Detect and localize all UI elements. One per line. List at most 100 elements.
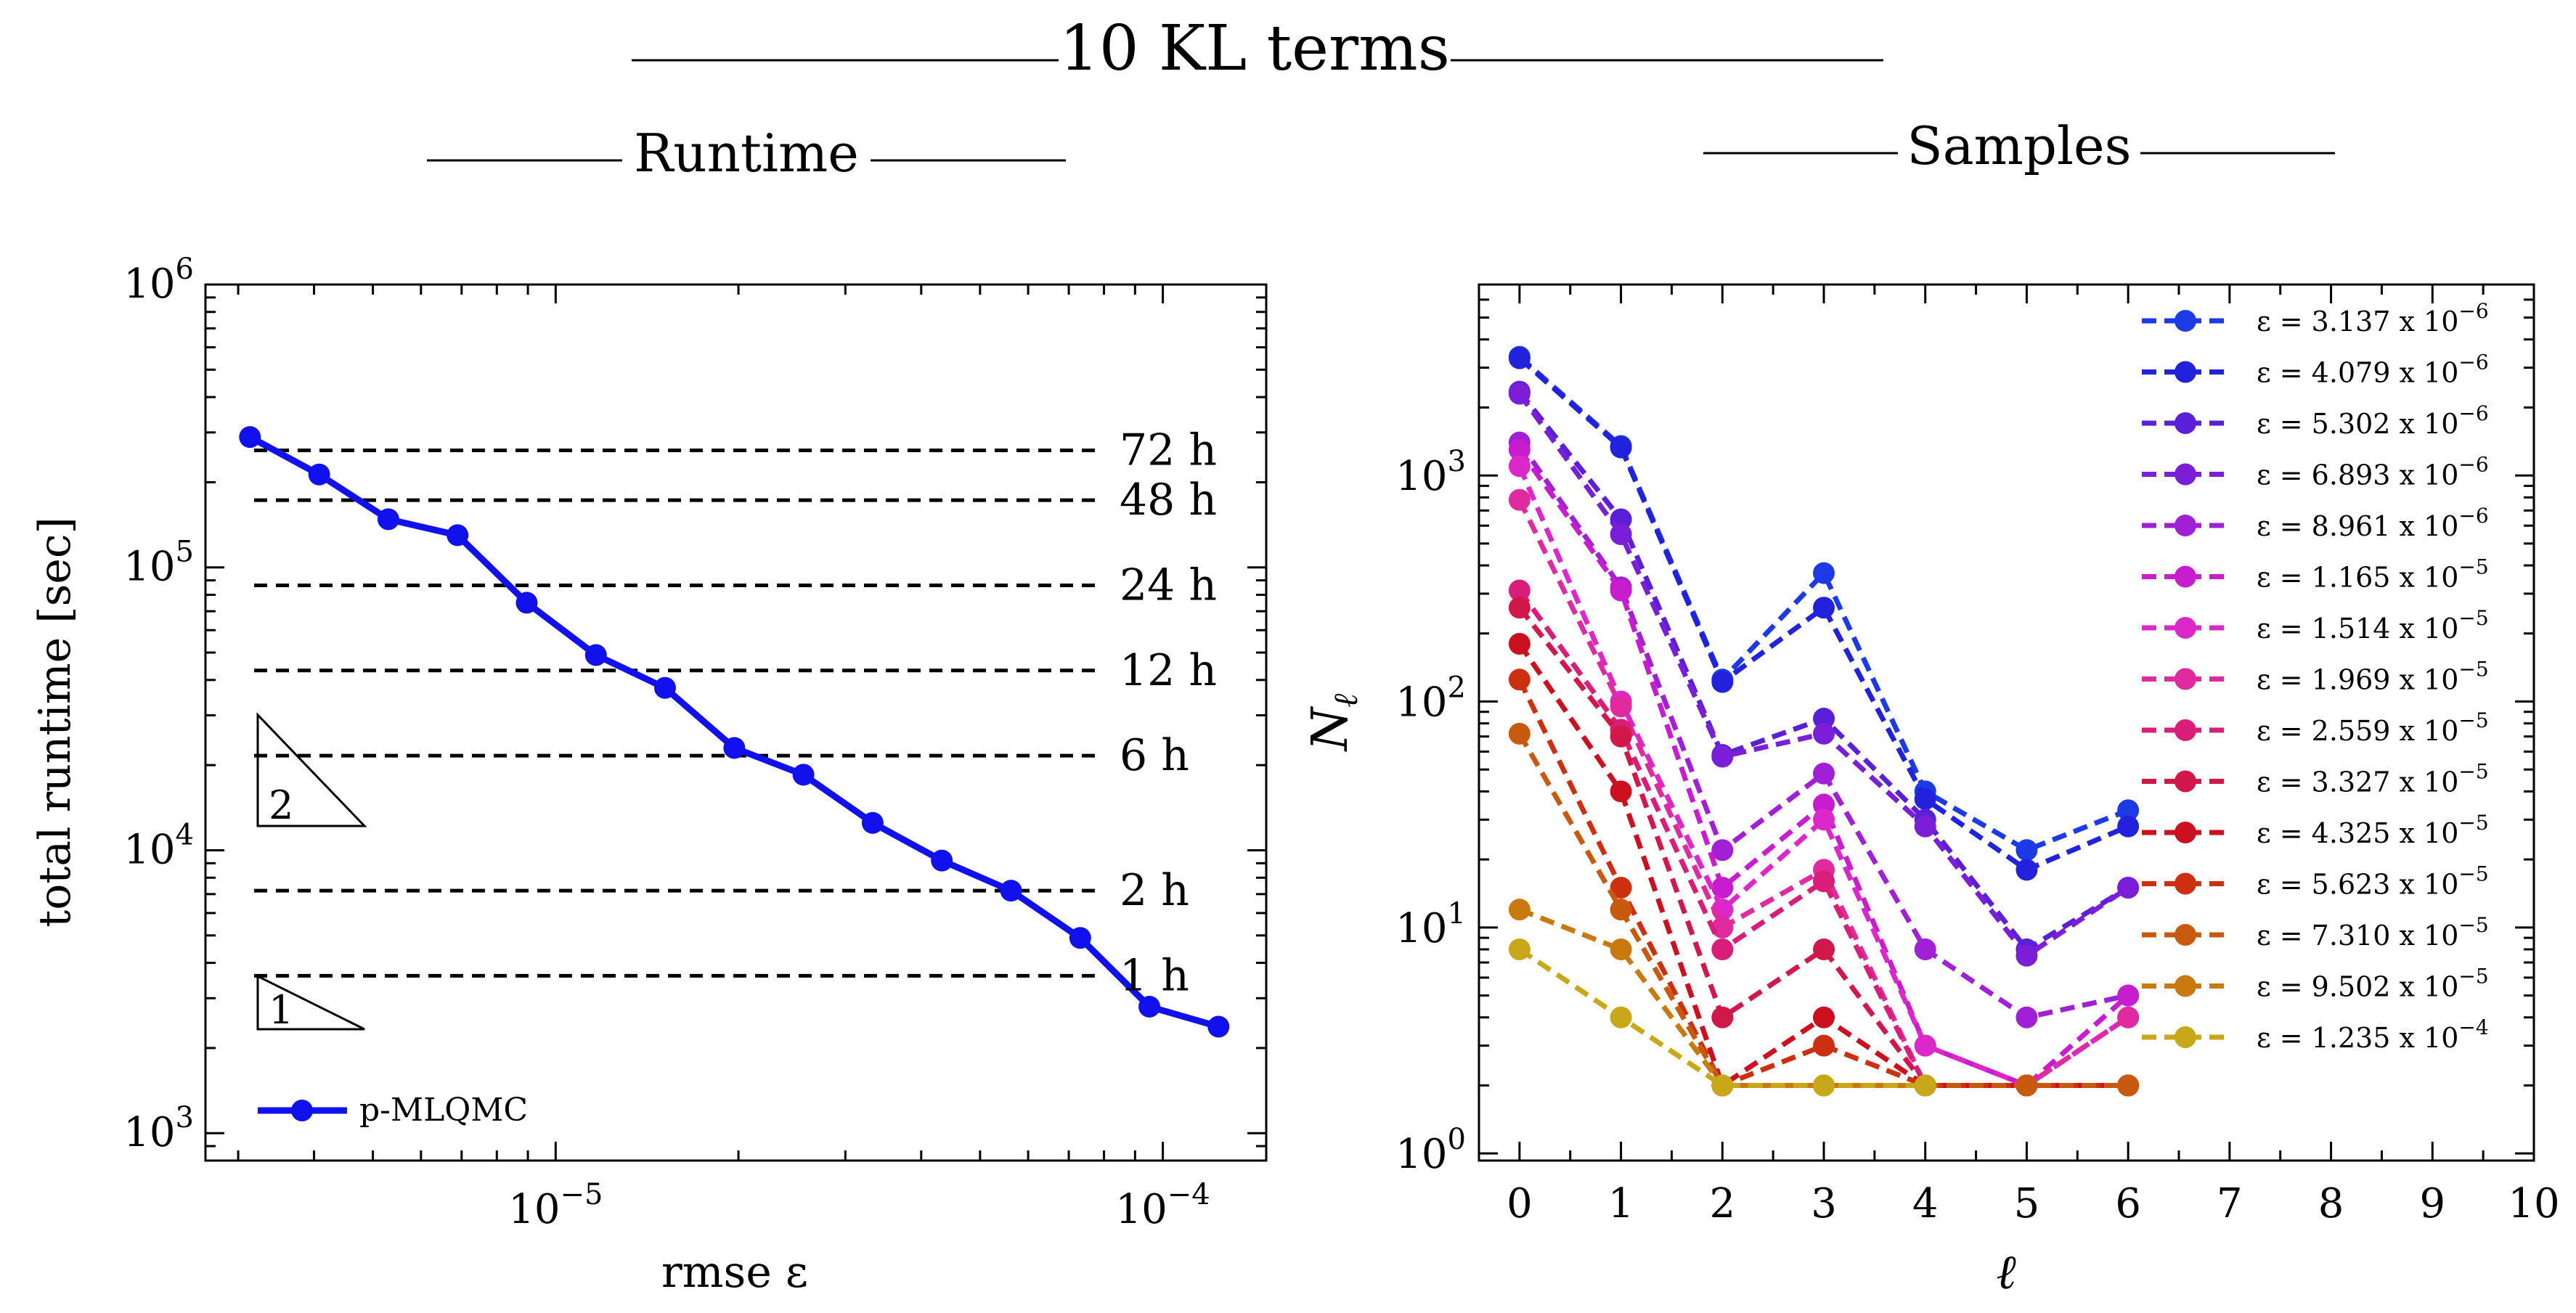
figure-title: 10 KL terms [1059, 12, 1450, 85]
runtime-data-point [861, 811, 884, 834]
samples-data-point [1711, 1006, 1734, 1028]
samples-data-point [2117, 799, 2140, 822]
samples-legend-label: ε = 7.310 x 10−5 [2257, 913, 2489, 952]
runtime-plot-frame [204, 283, 1268, 1162]
samples-series-line [1517, 947, 1925, 1088]
samples-legend-marker [2174, 872, 2196, 895]
samples-x-tick-label: 1 [1608, 1180, 1634, 1227]
samples-legend-label: ε = 4.079 x 10−6 [2257, 351, 2489, 389]
samples-legend-label: ε = 8.961 x 10−6 [2257, 504, 2489, 542]
samples-data-point [1508, 383, 1530, 405]
slope-triangle-1 [256, 974, 365, 1031]
samples-legend-marker [2174, 719, 2196, 741]
samples-x-tick-label: 7 [2217, 1180, 2243, 1227]
samples-x-tick-label: 4 [1912, 1180, 1939, 1227]
runtime-legend: p-MLQMC [258, 1092, 528, 1129]
runtime-y-tick-label: 104 [123, 818, 194, 873]
samples-legend-marker [2174, 310, 2196, 332]
samples-data-point [1914, 938, 1936, 961]
samples-x-tick-label: 5 [2014, 1180, 2040, 1227]
samples-legend-marker [2174, 770, 2196, 793]
runtime-y-tick-label: 103 [123, 1101, 194, 1156]
runtime-chart: 2 1 72 h48 h 24 h 12 h 6 h 2 h 1 h 10−5 10−4 103… [30, 253, 1268, 1298]
runtime-data-point [723, 737, 746, 759]
runtime-x-tick-label: 10−5 [508, 1178, 603, 1233]
samples-data-point [1813, 1006, 1835, 1028]
samples-legend-marker [2174, 361, 2196, 383]
samples-data-point [1610, 436, 1632, 459]
samples-data-point [1508, 668, 1530, 691]
samples-data-point [1610, 695, 1632, 718]
reference-line-label: 12 h [1120, 645, 1217, 696]
samples-legend-marker [2174, 924, 2196, 946]
samples-data-point [2117, 815, 2140, 838]
samples-x-tick-label: 3 [1811, 1180, 1837, 1227]
samples-data-point [1610, 899, 1632, 921]
samples-data-point [1508, 455, 1530, 478]
samples-data-point [1813, 722, 1835, 745]
samples-y-axis-label: Nℓ [1302, 693, 1365, 753]
samples-data-point [1813, 562, 1835, 584]
samples-data-point [1813, 870, 1835, 893]
legend-label-p-mlqmc: p-MLQMC [359, 1092, 528, 1129]
samples-data-point [1813, 708, 1835, 730]
samples-data-point [1711, 671, 1734, 693]
samples-legend-marker [2174, 412, 2196, 434]
reference-line-label: 6 h [1120, 730, 1189, 781]
samples-data-point [1813, 809, 1835, 831]
slope-triangle-2 [256, 712, 367, 827]
samples-data-point [2015, 839, 2038, 862]
reference-line-label: 48 h [1120, 475, 1217, 525]
samples-y-axis-label-sub: ℓ [1326, 693, 1365, 708]
samples-legend-label: ε = 1.165 x 10−5 [2257, 555, 2489, 594]
samples-data-point [1508, 488, 1530, 511]
samples-legend-marker [2174, 617, 2196, 639]
runtime-y-axis-label: total runtime [sec] [30, 517, 81, 928]
runtime-data-point [377, 508, 399, 531]
legend-marker-p-mlqmc [291, 1100, 313, 1121]
samples-y-axis-label-main: N [1302, 705, 1359, 752]
runtime-data-point [1000, 880, 1022, 902]
samples-data-point [1508, 597, 1530, 619]
samples-legend-label: ε = 4.325 x 10−5 [2257, 811, 2489, 849]
samples-x-axis-label: ℓ [1996, 1244, 2016, 1300]
samples-legend-label: ε = 1.235 x 10−4 [2257, 1015, 2489, 1054]
samples-legend-marker [2174, 822, 2196, 843]
runtime-data-point [515, 592, 538, 614]
runtime-data-point [1207, 1015, 1230, 1038]
samples-data-point [1610, 579, 1632, 602]
runtime-x-tick-label: 10−4 [1115, 1178, 1210, 1233]
reference-line-label: 72 h [1120, 425, 1217, 476]
runtime-data-point [792, 764, 815, 786]
runtime-y-tick-label: 106 [123, 253, 194, 308]
samples-data-point [1508, 438, 1530, 461]
samples-data-point [1610, 877, 1632, 899]
samples-data-point [1914, 815, 1936, 838]
samples-x-tick-label: 8 [2318, 1180, 2344, 1227]
samples-legend-label: ε = 9.502 x 10−5 [2257, 965, 2489, 1003]
samples-x-tick-label: 0 [1507, 1180, 1533, 1227]
samples-legend-marker [2174, 975, 2196, 997]
samples-data-point [2015, 944, 2038, 967]
samples-x-tick-label: 6 [2115, 1180, 2141, 1227]
samples-legend-marker [2174, 1026, 2196, 1048]
samples-legend-marker [2174, 668, 2196, 690]
runtime-x-axis-label: rmse ε [661, 1247, 808, 1298]
samples-data-point [1813, 762, 1835, 785]
samples-data-point [1508, 722, 1530, 745]
runtime-data-point [584, 644, 607, 666]
samples-data-point [1610, 725, 1632, 748]
samples-legend-marker [2174, 515, 2196, 536]
samples-data-point [1711, 1074, 1734, 1097]
samples-legend-label: ε = 6.893 x 10−6 [2257, 453, 2489, 491]
samples-y-tick-label: 102 [1395, 671, 1466, 726]
samples-plot-title: Samples [1907, 115, 2131, 176]
samples-data-point [1610, 780, 1632, 803]
samples-data-point [2015, 1006, 2038, 1028]
samples-data-point [1914, 1074, 1936, 1097]
samples-data-point [2015, 859, 2038, 881]
samples-data-point [1508, 579, 1530, 602]
samples-y-tick-label: 103 [1395, 445, 1466, 500]
samples-legend-label: ε = 3.137 x 10−6 [2257, 299, 2489, 338]
